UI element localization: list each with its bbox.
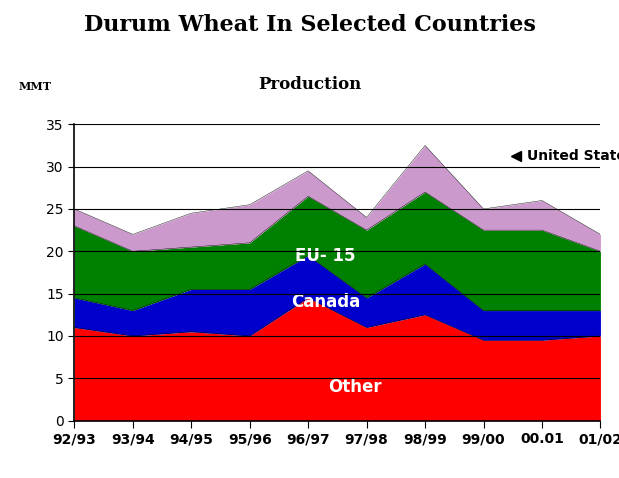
- Text: Production: Production: [258, 76, 361, 94]
- Text: Canada: Canada: [291, 293, 360, 311]
- Text: Other: Other: [328, 378, 382, 396]
- Text: Durum Wheat In Selected Countries: Durum Wheat In Selected Countries: [84, 14, 535, 36]
- Text: MMT: MMT: [19, 81, 51, 92]
- Text: United States: United States: [527, 150, 619, 163]
- Text: EU- 15: EU- 15: [295, 247, 356, 264]
